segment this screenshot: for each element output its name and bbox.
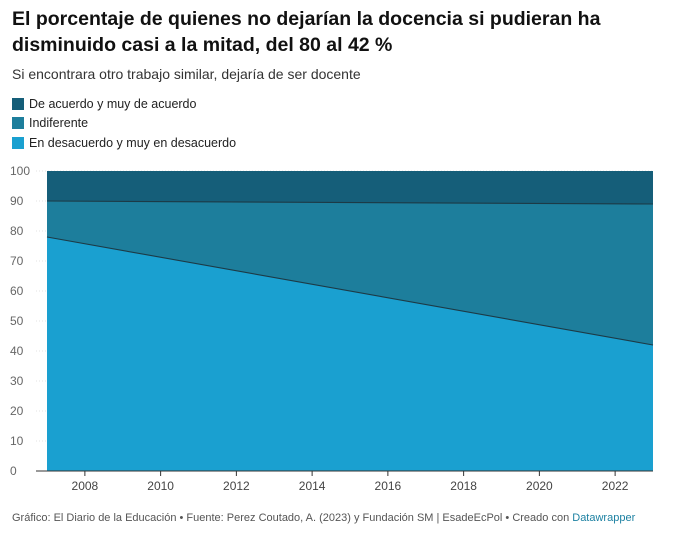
y-tick-label: 90 — [10, 194, 24, 208]
x-tick-label: 2008 — [72, 479, 99, 493]
y-tick-label: 60 — [10, 284, 24, 298]
chart-subtitle: Si encontrara otro trabajo similar, deja… — [12, 66, 361, 82]
area-disagree — [47, 237, 653, 471]
legend-label-disagree: En desacuerdo y muy en desacuerdo — [29, 135, 237, 150]
source-note: Gráfico: El Diario de la Educación • Fue… — [12, 512, 573, 524]
legend-label-agree: De acuerdo y muy de acuerdo — [29, 96, 197, 111]
x-tick-label: 2016 — [375, 479, 402, 493]
footer: Gráfico: El Diario de la Educación • Fue… — [12, 512, 635, 524]
x-tick-label: 2020 — [526, 479, 553, 493]
legend: De acuerdo y muy de acuerdo Indiferente … — [12, 94, 236, 153]
y-tick-label: 100 — [10, 164, 30, 178]
y-tick-label: 70 — [10, 254, 24, 268]
x-tick-label: 2022 — [602, 479, 629, 493]
y-tick-label: 40 — [10, 344, 24, 358]
legend-swatch-disagree — [12, 136, 24, 149]
legend-swatch-agree — [12, 97, 24, 110]
datawrapper-link[interactable]: Datawrapper — [572, 512, 636, 524]
legend-item-agree[interactable]: De acuerdo y muy de acuerdo — [12, 94, 236, 114]
series-boundary-line — [46, 236, 654, 346]
x-tick-label: 2012 — [223, 479, 250, 493]
x-tick-label: 2014 — [299, 479, 326, 493]
series-boundary-line — [46, 200, 654, 205]
legend-label-neutral: Indiferente — [29, 116, 89, 131]
x-tick-label: 2018 — [450, 479, 477, 493]
legend-swatch-neutral — [12, 117, 24, 130]
y-tick-label: 20 — [10, 404, 24, 418]
y-tick-label: 10 — [10, 434, 24, 448]
y-tick-label: 30 — [10, 374, 24, 388]
chart-title: El porcentaje de quienes no dejarían la … — [12, 8, 601, 56]
y-tick-label: 0 — [10, 464, 17, 478]
legend-item-disagree[interactable]: En desacuerdo y muy en desacuerdo — [12, 133, 236, 153]
legend-item-neutral[interactable]: Indiferente — [12, 114, 236, 134]
y-tick-label: 50 — [10, 314, 24, 328]
x-tick-label: 2010 — [147, 479, 174, 493]
area-agree — [47, 171, 653, 204]
y-tick-label: 80 — [10, 224, 24, 238]
area-neutral — [47, 201, 653, 345]
